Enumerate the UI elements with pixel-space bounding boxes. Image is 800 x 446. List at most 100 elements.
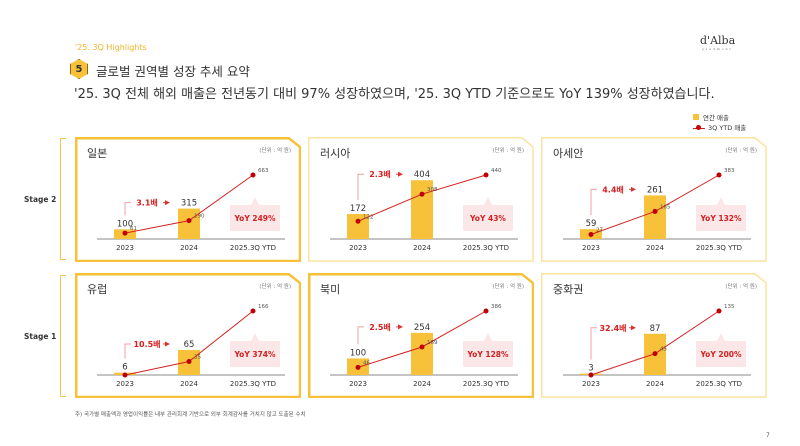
x-tick-label: 2025.3Q YTD	[463, 380, 509, 388]
ytd-value-label: 122	[363, 214, 374, 220]
yoy-label: YoY 132%	[699, 214, 742, 223]
x-tick-label: 2024	[180, 244, 198, 252]
bar-value-label: 59	[586, 219, 597, 229]
x-tick-label: 2023	[116, 244, 134, 252]
panel-frame	[308, 137, 534, 262]
legend-line: 3Q YTD 매출	[693, 123, 746, 133]
arrow-head-icon	[398, 171, 403, 177]
ytd-point	[652, 208, 658, 214]
ytd-value-label: 663	[258, 168, 269, 174]
bar-swatch-icon	[693, 114, 699, 120]
unit-label: (단위 : 억 원)	[725, 284, 757, 290]
arrow-head-icon	[631, 186, 636, 192]
x-tick-label: 2024	[413, 380, 431, 388]
bar-line-chart: 100 254 46 169 386 2023 2024 2025.3Q YTD 2.5배 YoY…	[330, 304, 518, 388]
x-tick-label: 2025.3Q YTD	[230, 244, 276, 252]
ytd-value-label: 35	[194, 355, 201, 361]
yoy-callout	[463, 333, 513, 367]
bar-line-chart: 100 315 61 190 663 2023 2024 2025.3Q YTD 3.1배 YoY…	[97, 168, 285, 252]
yoy-label: YoY 128%	[466, 350, 509, 359]
arrow-head-icon	[165, 341, 170, 347]
x-tick-label: 2023	[582, 380, 600, 388]
ytd-point	[716, 308, 722, 314]
region-name: 러시아	[320, 147, 351, 160]
stage-bracket	[60, 138, 66, 260]
unit-label: (단위 : 억 원)	[259, 284, 291, 290]
stage-1-label: Stage 1	[24, 332, 57, 341]
ytd-point	[483, 308, 489, 314]
growth-multiplier: 2.3배	[369, 169, 391, 179]
headline: '25. 3Q 전체 해외 매출은 전년동기 대비 97% 성장하였으며, '2…	[74, 87, 715, 102]
arrow-head-icon	[398, 324, 403, 330]
ytd-point	[122, 372, 128, 378]
ytd-value-label: 61	[130, 226, 137, 232]
ytd-point	[186, 359, 192, 365]
bar-line-chart: 6 65 35 166 2023 2024 2025.3Q YTD 10.5배 YoY 374%	[97, 304, 285, 388]
x-tick-label: 2023	[349, 244, 367, 252]
bar-value-label: 254	[414, 323, 430, 333]
ytd-point	[122, 230, 128, 236]
ytd-point	[588, 372, 594, 378]
yoy-label: YoY 200%	[699, 350, 742, 359]
ytd-point	[355, 218, 361, 224]
ytd-point	[419, 344, 425, 350]
ytd-value-label: 386	[491, 304, 502, 310]
line-swatch-icon	[693, 125, 705, 130]
footnote: 주) 국가별 매출액과 영업이익률은 내부 관리회계 기반으로 외부 회계감사를…	[75, 412, 306, 418]
bar-value-label: 172	[350, 204, 366, 214]
region-chart-panel: 유럽 (단위 : 억 원) 6 65 35 166 2023 2024 2025.3Q YTD…	[75, 273, 301, 398]
yoy-label: YoY 43%	[469, 214, 506, 223]
bar-line-chart: 59 261 27 165 383 2023 2024 2025.3Q YTD 4.4배 YoY …	[563, 168, 751, 252]
stage-bracket	[60, 275, 66, 397]
region-chart-panel: 아세안 (단위 : 억 원) 59 261 27 165 383 2023 2024 2025.…	[541, 137, 767, 262]
ytd-value-label: 135	[724, 304, 735, 310]
growth-multiplier: 32.4배	[599, 323, 626, 333]
multiplier-bracket	[590, 188, 597, 216]
region-name: 일본	[87, 147, 108, 160]
yoy-callout	[230, 197, 280, 231]
bar-value-label: 65	[184, 340, 195, 350]
yoy-label: YoY 249%	[233, 214, 276, 223]
multiplier-bracket	[124, 343, 131, 359]
ytd-point	[419, 191, 425, 197]
region-name: 유럽	[87, 283, 108, 296]
x-tick-label: 2025.3Q YTD	[230, 380, 276, 388]
stage-2-label: Stage 2	[24, 195, 57, 204]
ytd-point	[716, 172, 722, 178]
unit-label: (단위 : 억 원)	[492, 148, 524, 154]
unit-label: (단위 : 억 원)	[259, 148, 291, 154]
multiplier-bracket	[357, 326, 364, 345]
bar-value-label: 87	[650, 324, 661, 334]
section-title: 글로벌 권역별 성장 추세 요약	[96, 64, 250, 79]
bar-line-chart: 172 404 122 308 440 2023 2024 2025.3Q YTD 2.3배 Yo…	[330, 168, 518, 252]
ytd-point	[483, 172, 489, 178]
ytd-value-label: 383	[724, 168, 735, 174]
ytd-point	[355, 364, 361, 370]
chart-legend: 연간 매출 3Q YTD 매출	[693, 113, 746, 133]
ytd-value-label: 166	[258, 304, 269, 310]
panel-frame	[308, 273, 534, 398]
x-tick-label: 2023	[116, 380, 134, 388]
panel-frame	[541, 137, 767, 262]
panel-frame	[75, 273, 301, 398]
multiplier-bracket	[357, 173, 364, 200]
ytd-value-label: 169	[427, 340, 438, 346]
ytd-value-label: 308	[427, 187, 438, 193]
ytd-value-label: 46	[363, 360, 370, 366]
legend-line-label: 3Q YTD 매출	[708, 124, 747, 132]
page-number: 7	[766, 432, 770, 439]
bar-value-label: 3	[588, 364, 593, 374]
region-name: 아세안	[553, 147, 584, 160]
bar-value-label: 100	[117, 219, 133, 229]
yoy-label: YoY 374%	[233, 350, 276, 359]
bar-line-chart: 3 87 45 135 2023 2024 2025.3Q YTD 32.4배 YoY 200%	[563, 304, 751, 388]
bar-value-label: 404	[414, 170, 430, 180]
unit-label: (단위 : 억 원)	[725, 148, 757, 154]
x-tick-label: 2024	[413, 244, 431, 252]
x-tick-label: 2024	[180, 380, 198, 388]
ytd-point	[186, 218, 192, 224]
bar	[644, 195, 666, 239]
region-chart-panel: 일본 (단위 : 억 원) 100 315 61 190 663 2023 2024 2025.…	[75, 137, 301, 262]
legend-bar-label: 연간 매출	[703, 114, 729, 122]
region-name: 중화권	[553, 283, 584, 296]
